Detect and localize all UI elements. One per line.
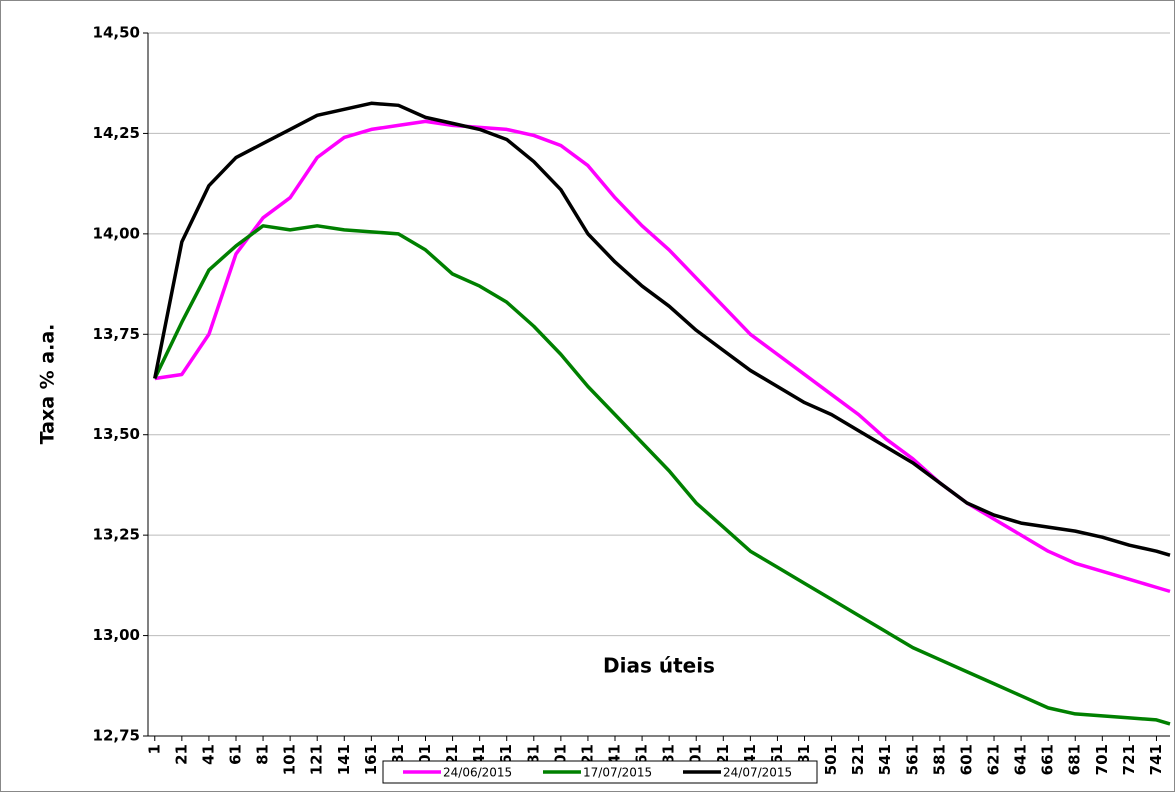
x-tick-label: 1 xyxy=(145,744,163,754)
legend-label: 24/06/2015 xyxy=(443,766,512,780)
x-axis-label: Dias úteis xyxy=(603,654,715,678)
x-tick-label: 701 xyxy=(1093,744,1111,775)
x-tick-label: 621 xyxy=(985,744,1003,775)
x-tick-label: 141 xyxy=(335,744,353,775)
x-tick-label: 541 xyxy=(876,744,894,775)
x-tick-label: 561 xyxy=(903,744,921,775)
x-tick-label: 721 xyxy=(1120,744,1138,775)
y-tick-label: 13,50 xyxy=(93,425,140,443)
x-tick-label: 501 xyxy=(822,744,840,775)
x-tick-label: 161 xyxy=(362,744,380,775)
x-tick-label: 661 xyxy=(1039,744,1057,775)
y-tick-label: 12,75 xyxy=(93,727,140,745)
x-tick-label: 581 xyxy=(930,744,948,775)
x-tick-label: 41 xyxy=(199,744,217,765)
x-tick-label: 641 xyxy=(1012,744,1030,775)
series-line xyxy=(154,119,1171,594)
y-tick-label: 13,25 xyxy=(93,526,140,544)
x-tick-label: 601 xyxy=(957,744,975,775)
x-tick-label: 121 xyxy=(308,744,326,775)
y-tick-label: 14,50 xyxy=(93,24,140,42)
legend-label: 17/07/2015 xyxy=(583,766,652,780)
x-tick-label: 21 xyxy=(172,744,190,765)
x-tick-label: 101 xyxy=(281,744,299,775)
legend-box xyxy=(382,760,818,784)
series-line xyxy=(153,101,1171,557)
x-tick-label: 681 xyxy=(1066,744,1084,775)
x-tick-label: 521 xyxy=(849,744,867,775)
y-tick-label: 13,75 xyxy=(93,325,140,343)
y-tick-label: 14,00 xyxy=(93,224,140,242)
y-axis-label: Taxa % a.a. xyxy=(37,324,59,445)
x-tick-label: 741 xyxy=(1147,744,1165,775)
series-line xyxy=(153,224,1171,726)
x-tick-label: 61 xyxy=(226,744,244,765)
y-tick-label: 13,00 xyxy=(93,626,140,644)
y-tick-label: 14,25 xyxy=(93,124,140,142)
legend-label: 24/07/2015 xyxy=(723,766,792,780)
x-tick-label: 81 xyxy=(254,744,272,765)
